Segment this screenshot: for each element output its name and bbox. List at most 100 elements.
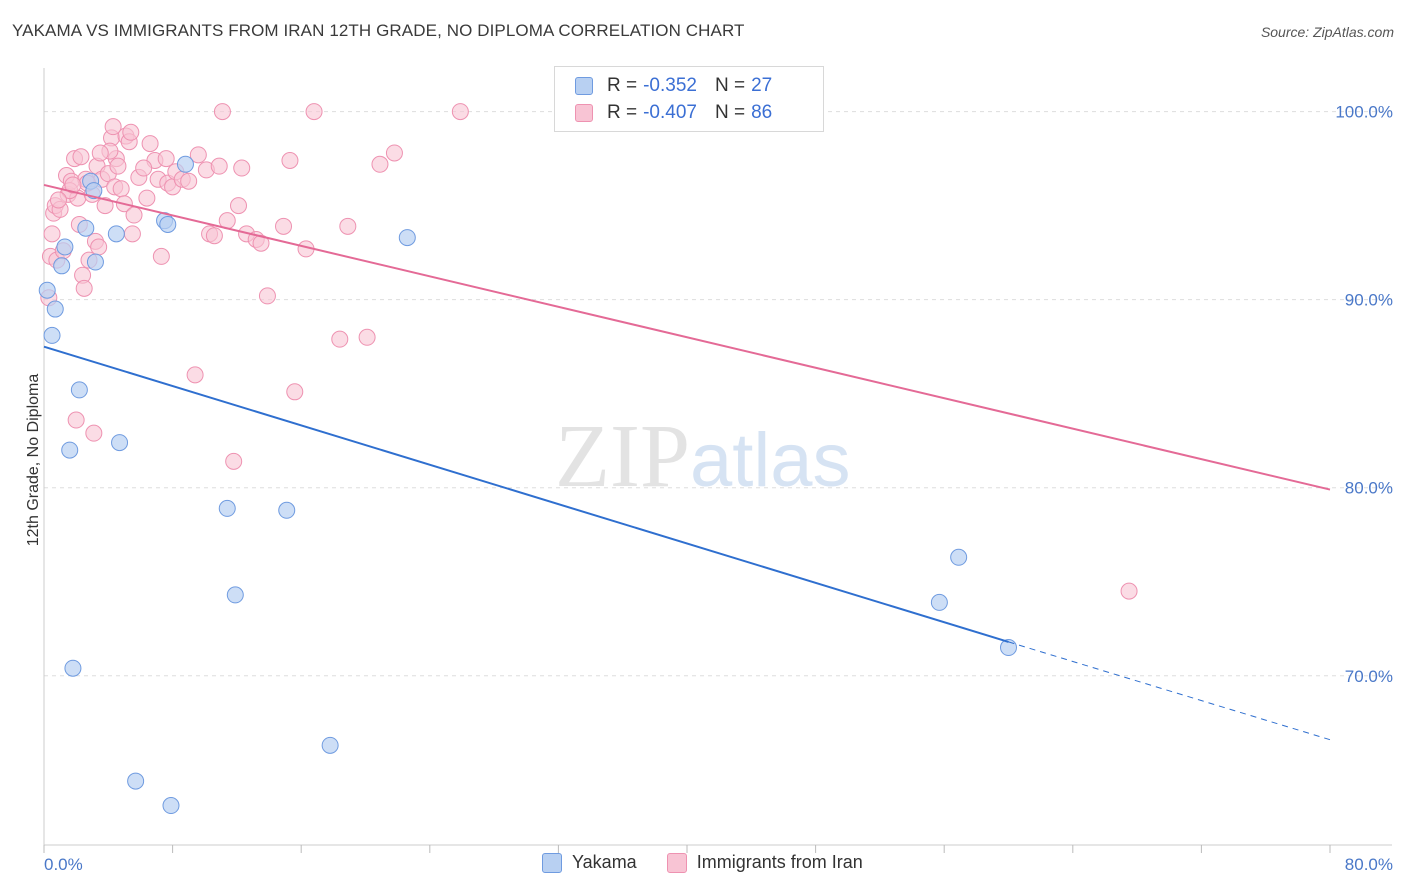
iran-point <box>225 452 243 470</box>
yakama-point <box>61 441 79 459</box>
iran-point <box>451 103 469 121</box>
iran-point <box>64 176 82 194</box>
chart-source: Source: ZipAtlas.com <box>1260 24 1394 40</box>
yakama-point <box>111 434 129 452</box>
legend-n-value: 27 <box>751 75 773 96</box>
iran-point <box>49 191 67 209</box>
iran-point <box>331 330 349 348</box>
iran-point <box>138 189 156 207</box>
yakama-point <box>107 225 125 243</box>
iran-point <box>258 287 276 305</box>
iran-point <box>180 172 198 190</box>
y-tick-label: 100.0% <box>1335 103 1393 122</box>
yakama-point <box>226 586 244 604</box>
iran-point <box>252 234 270 252</box>
iran-point <box>123 225 141 243</box>
yakama-point <box>70 381 88 399</box>
legend-r-label: R = <box>607 75 638 96</box>
yakama-point <box>64 659 82 677</box>
iran-point <box>213 103 231 121</box>
yakama-point <box>56 238 74 256</box>
iran-point <box>305 103 323 121</box>
yakama-point <box>218 499 236 517</box>
legend-swatch-iran <box>575 104 593 122</box>
yakama-point <box>278 501 296 519</box>
iran-point <box>385 144 403 162</box>
iran-point <box>286 383 304 401</box>
iran-trend-line <box>43 183 1331 491</box>
yakama-point <box>38 281 56 299</box>
watermark-zip: ZIP <box>555 407 690 506</box>
x-tick-label: 0.0% <box>44 855 83 874</box>
iran-point <box>90 238 108 256</box>
iran-point <box>230 197 248 215</box>
watermark: ZIPatlas <box>555 405 851 508</box>
correlation-legend: R = -0.352 N = 27 R = -0.407 N = 86 <box>554 66 824 132</box>
iran-point <box>75 279 93 297</box>
series-label-yakama: Yakama <box>572 852 637 872</box>
yakama-trend-extension <box>1008 641 1331 741</box>
legend-row-iran: R = -0.407 N = 86 <box>575 100 772 126</box>
series-swatch-iran <box>666 852 687 873</box>
legend-r-value: -0.352 <box>643 75 697 96</box>
legend-n-value: 86 <box>751 102 773 123</box>
series-legend: Yakama Immigrants from Iran <box>542 852 893 873</box>
iran-point <box>275 217 293 235</box>
yakama-point <box>43 326 61 344</box>
series-label-iran: Immigrants from Iran <box>696 852 863 872</box>
yakama-point <box>176 155 194 173</box>
series-legend-yakama[interactable]: Yakama <box>542 852 637 873</box>
iran-point <box>152 247 170 265</box>
iran-point <box>43 225 61 243</box>
yakama-point <box>53 257 71 275</box>
iran-point <box>281 152 299 170</box>
iran-point <box>104 118 122 136</box>
yakama-point <box>77 219 95 237</box>
iran-point <box>135 159 153 177</box>
yakama-point <box>159 215 177 233</box>
y-tick-label: 70.0% <box>1345 667 1393 686</box>
iran-point <box>141 135 159 153</box>
iran-point <box>112 180 130 198</box>
iran-point <box>96 197 114 215</box>
legend-swatch-yakama <box>575 77 593 95</box>
legend-n-label: N = <box>714 102 746 123</box>
iran-point <box>157 150 175 168</box>
legend-n-label: N = <box>714 75 746 96</box>
yakama-point <box>950 548 968 566</box>
iran-point <box>1120 582 1138 600</box>
series-swatch-yakama <box>542 852 562 873</box>
yakama-point <box>930 593 948 611</box>
x-tick-label: 80.0% <box>1345 855 1393 874</box>
legend-r-value: -0.407 <box>643 102 697 123</box>
iran-point <box>339 217 357 235</box>
iran-point <box>358 328 376 346</box>
yakama-point <box>321 736 339 754</box>
iran-point <box>72 148 90 166</box>
yakama-point <box>46 300 64 318</box>
yakama-point <box>162 797 180 815</box>
iran-point <box>67 411 85 429</box>
chart-title: YAKAMA VS IMMIGRANTS FROM IRAN 12TH GRAD… <box>12 21 745 40</box>
iran-point <box>186 366 204 384</box>
y-tick-label: 80.0% <box>1345 479 1393 498</box>
iran-point <box>205 227 223 245</box>
iran-point <box>371 155 389 173</box>
yakama-point <box>85 182 103 200</box>
yakama-trend-line <box>43 345 1009 643</box>
yakama-point <box>86 253 104 271</box>
iran-point <box>189 146 207 164</box>
iran-point <box>85 424 103 442</box>
iran-point <box>125 206 143 224</box>
iran-point <box>210 157 228 175</box>
yakama-point <box>127 772 145 790</box>
legend-r-label: R = <box>607 102 638 123</box>
y-axis-title: 12th Grade, No Diploma <box>25 374 42 547</box>
series-legend-iran[interactable]: Immigrants from Iran <box>666 852 863 873</box>
iran-point <box>233 159 251 177</box>
yakama-point <box>398 229 416 247</box>
iran-point <box>109 157 127 175</box>
y-tick-label: 90.0% <box>1345 291 1393 310</box>
iran-point <box>91 144 109 162</box>
